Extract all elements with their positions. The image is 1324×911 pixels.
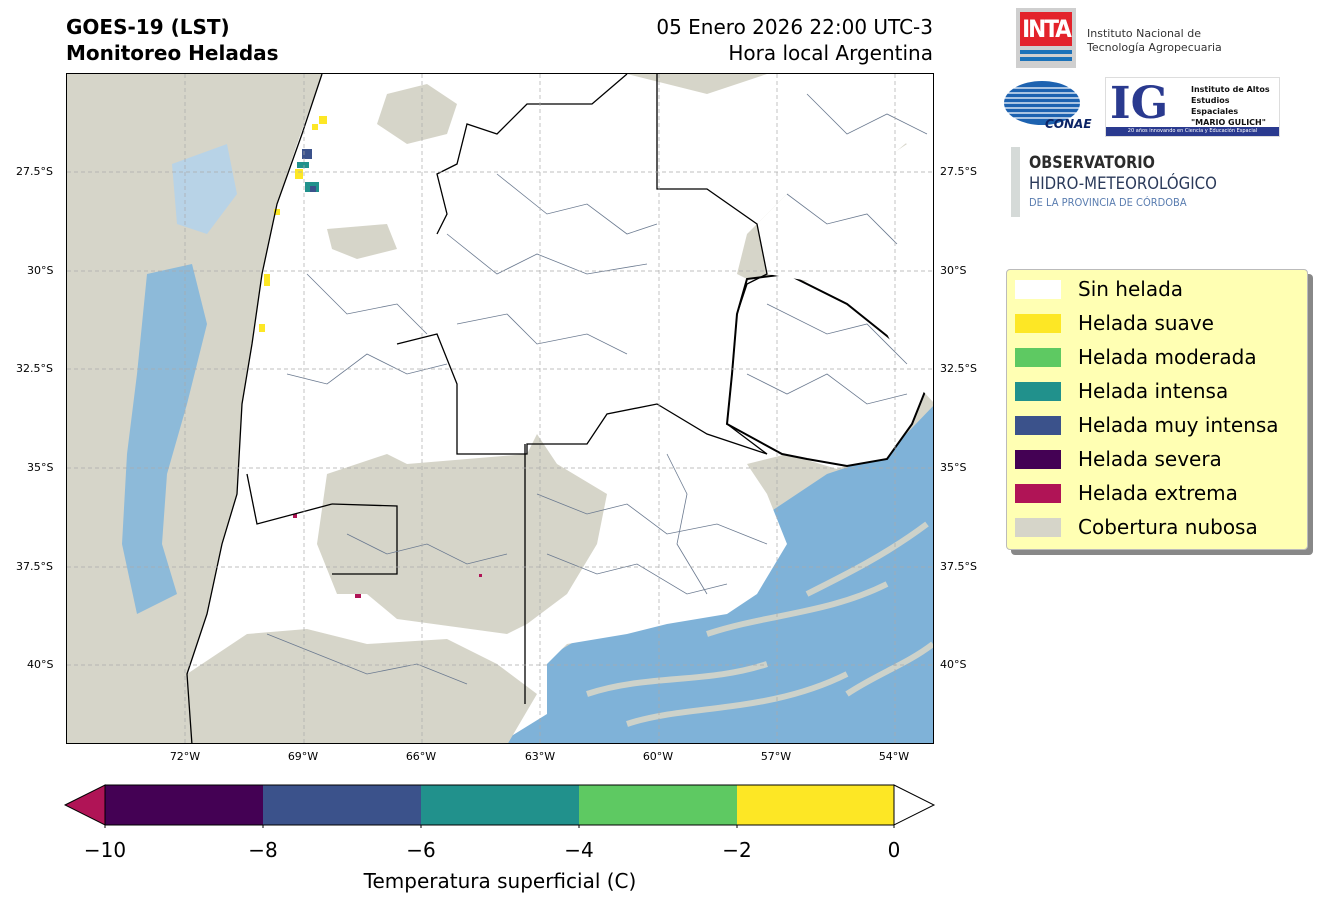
colorbar-segment: [579, 785, 737, 825]
lat-label-left-0: 27.5°S: [16, 165, 53, 178]
colorbar-segment: [737, 785, 894, 825]
legend-swatch: [1015, 416, 1061, 435]
title-line-1: GOES-19 (LST): [66, 15, 230, 39]
inta-text-line-1: Instituto Nacional de: [1087, 27, 1201, 40]
inta-mark: INTA: [1020, 12, 1072, 46]
cloud-cover-northwest: [327, 224, 397, 259]
inta-text: Instituto Nacional de Tecnología Agropec…: [1087, 27, 1222, 55]
colorbar-segment: [105, 785, 263, 825]
lat-label-left-2: 32.5°S: [16, 362, 53, 375]
ig-text-line-3: "MARIO GULICH": [1191, 118, 1266, 127]
gridlines: [67, 74, 933, 743]
legend-swatch: [1015, 518, 1061, 537]
legend-label: Sin helada: [1078, 277, 1184, 301]
colorbar-under-arrow: [64, 784, 106, 826]
ig-text-line-1: Instituto de Altos: [1191, 85, 1270, 94]
colorbar-tick-label: −8: [248, 838, 278, 862]
legend-label: Cobertura nubosa: [1078, 515, 1258, 539]
colorbar-tick-label: −2: [722, 838, 752, 862]
lon-label-3: 63°W: [524, 750, 556, 763]
title-line-2: Monitoreo Heladas: [66, 41, 279, 65]
colorbar-over-arrow: [893, 784, 936, 826]
conae-logo: [1004, 81, 1080, 125]
datetime-line-1: 05 Enero 2026 22:00 UTC-3: [656, 15, 933, 39]
inta-stripe-2: [1020, 57, 1072, 61]
legend-swatch: [1015, 450, 1061, 469]
lon-label-0: 72°W: [169, 750, 201, 763]
colorbar-segment: [263, 785, 421, 825]
lat-label-right-0: 27.5°S: [940, 165, 977, 178]
inta-stripe-1: [1020, 50, 1072, 54]
department-lines: [266, 93, 928, 685]
lat-label-right-4: 37.5°S: [940, 560, 977, 573]
legend-label: Helada intensa: [1078, 379, 1229, 403]
lat-label-left-3: 35°S: [27, 461, 54, 474]
inta-logo: INTA: [1016, 8, 1076, 68]
map-title: GOES-19 (LST) Monitoreo Heladas: [66, 14, 279, 66]
lon-label-5: 57°W: [760, 750, 792, 763]
map-datetime: 05 Enero 2026 22:00 UTC-3 Hora local Arg…: [656, 14, 933, 66]
pacific-clear-patch: [122, 264, 207, 614]
lon-label-4: 60°W: [642, 750, 674, 763]
colorbar-tick-label: −4: [564, 838, 594, 862]
lat-label-right-3: 35°S: [940, 461, 967, 474]
legend-label: Helada muy intensa: [1078, 413, 1279, 437]
legend-swatch: [1015, 348, 1061, 367]
observatorio-bar: [1011, 147, 1020, 217]
ig-text-line-2: Estudios Espaciales: [1191, 96, 1239, 116]
frost-pixels: [259, 116, 482, 598]
ig-text: Instituto de Altos Estudios Espaciales "…: [1191, 84, 1279, 128]
lat-label-right-1: 30°S: [940, 264, 967, 277]
colorbar-tick-label: −10: [83, 838, 127, 862]
lat-label-right-2: 32.5°S: [940, 362, 977, 375]
legend-swatch: [1015, 280, 1061, 299]
colorbar-label: Temperatura superficial (C): [363, 869, 637, 893]
conae-mark: CONAE: [1045, 117, 1092, 131]
lon-label-1: 69°W: [287, 750, 319, 763]
legend-swatch: [1015, 314, 1061, 333]
observatorio-line-2: HIDRO-METEOROLÓGICO: [1029, 174, 1217, 194]
legend-label: Helada suave: [1078, 311, 1214, 335]
legend-label: Helada moderada: [1078, 345, 1257, 369]
pacific-clear-patch-2: [172, 144, 237, 234]
lat-label-left-1: 30°S: [27, 264, 54, 277]
datetime-line-2: Hora local Argentina: [728, 41, 933, 65]
colorbar-segment: [421, 785, 579, 825]
frost-map[interactable]: [66, 73, 934, 744]
colorbar-tick-label: −6: [406, 838, 436, 862]
lat-label-left-5: 40°S: [27, 658, 54, 671]
colorbar-outline: [104, 784, 895, 826]
map-canvas: [67, 74, 933, 743]
ig-logo: IG Instituto de Altos Estudios Espaciale…: [1105, 77, 1280, 137]
legend-label: Helada severa: [1078, 447, 1222, 471]
inta-text-line-2: Tecnología Agropecuaria: [1087, 41, 1222, 54]
observatorio-line-3: DE LA PROVINCIA DE CÓRDOBA: [1029, 196, 1187, 209]
legend: Sin helada Helada suave Helada moderada …: [1006, 269, 1308, 550]
lon-label-2: 66°W: [405, 750, 437, 763]
cloud-cover-north: [377, 84, 457, 144]
colorbar-svg: [64, 784, 936, 828]
cloud-cover-south: [187, 629, 537, 743]
ocean-cloud-streaks: [586, 521, 933, 727]
legend-label: Helada extrema: [1078, 481, 1238, 505]
observatorio-line-1: OBSERVATORIO: [1029, 153, 1155, 173]
lat-label-right-5: 40°S: [940, 658, 967, 671]
ig-mark: IG: [1110, 78, 1169, 129]
legend-swatch: [1015, 484, 1061, 503]
legend-swatch: [1015, 382, 1061, 401]
brazil-land: [757, 74, 933, 402]
lon-label-6: 54°W: [878, 750, 910, 763]
cloud-cover-central: [317, 434, 607, 634]
borders: [186, 74, 768, 743]
ig-tagline: 20 años innovando en Ciencia y Educación…: [1106, 127, 1279, 136]
lat-label-left-4: 37.5°S: [16, 560, 53, 573]
colorbar-tick-label: 0: [887, 838, 901, 862]
